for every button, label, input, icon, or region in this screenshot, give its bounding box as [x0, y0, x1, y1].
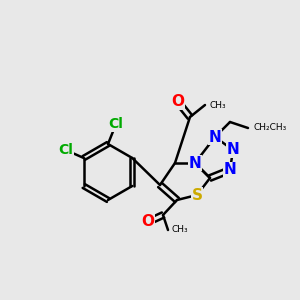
- Text: O: O: [172, 94, 184, 110]
- Text: Cl: Cl: [109, 117, 123, 131]
- Text: CH₂CH₃: CH₂CH₃: [253, 124, 286, 133]
- Text: O: O: [142, 214, 154, 230]
- Text: CH₃: CH₃: [171, 226, 188, 235]
- Text: N: N: [208, 130, 221, 145]
- Text: S: S: [191, 188, 203, 202]
- Text: N: N: [189, 155, 201, 170]
- Text: N: N: [226, 142, 239, 158]
- Text: N: N: [224, 163, 236, 178]
- Text: CH₃: CH₃: [209, 100, 226, 109]
- Text: Cl: Cl: [58, 143, 73, 157]
